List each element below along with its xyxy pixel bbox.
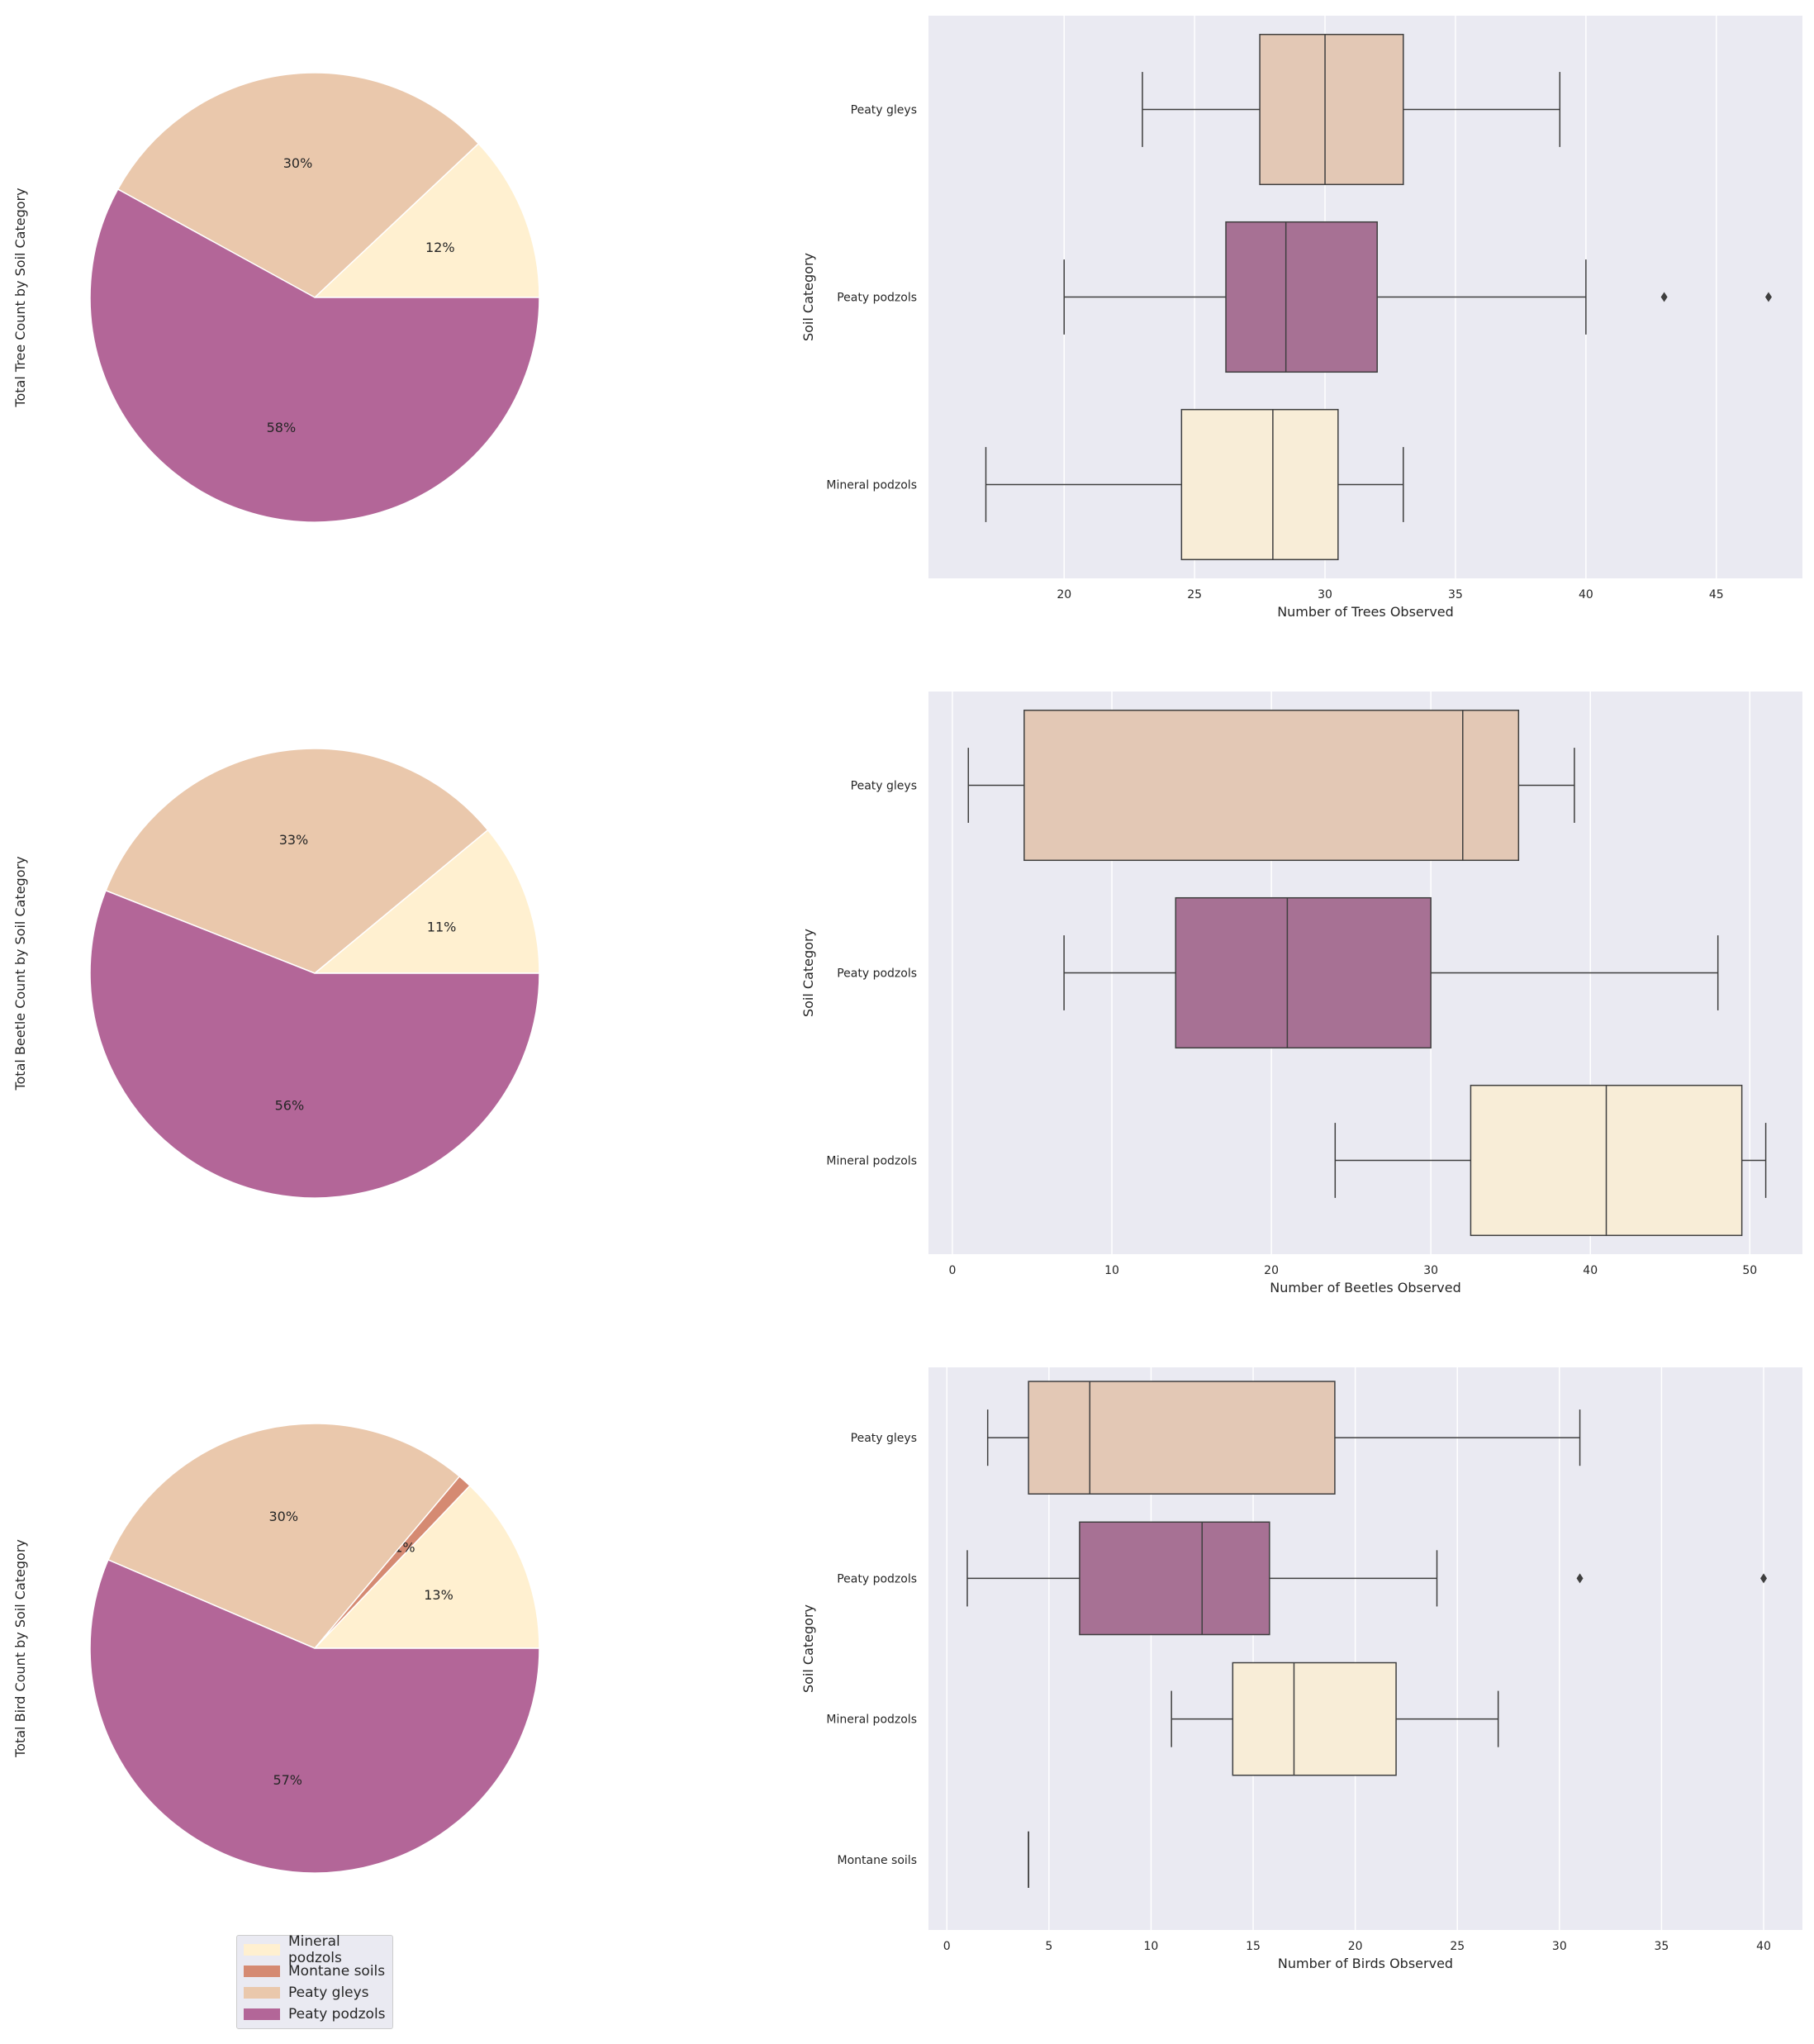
iqr-box xyxy=(1023,709,1520,862)
pie-slice-mineral-podzols xyxy=(312,829,540,974)
box-peaty-gleys xyxy=(1142,33,1561,186)
box-peaty-podzols xyxy=(1063,221,1772,373)
legend-item-peaty-podzols: Peaty podzols xyxy=(244,2004,386,2025)
pie-slice-peaty-podzols xyxy=(89,1559,540,1874)
iqr-box xyxy=(1225,221,1378,373)
legend-label: Montane soils xyxy=(288,1963,386,1980)
y-tick-label: Peaty gleys xyxy=(851,1432,917,1445)
legend-label: Peaty gleys xyxy=(288,1985,369,2001)
x-tick-label: 30 xyxy=(1423,1264,1438,1277)
box-plot-1: 20 25 30 35 40 45 Peaty gleys Peaty podzols Mine… xyxy=(800,16,1802,620)
box-mineral-podzols xyxy=(985,408,1404,561)
pie-pct-label-mineral-podzols: 12% xyxy=(425,240,455,255)
x-tick-label: 30 xyxy=(1552,1940,1567,1953)
pie-ylabel: Total Tree Count by Soil Category xyxy=(12,188,28,407)
box-peaty-podzols xyxy=(966,1521,1768,1636)
x-tick-label: 35 xyxy=(1448,588,1463,601)
box-mineral-podzols xyxy=(1171,1661,1499,1776)
pie-pct-label-peaty-gleys: 33% xyxy=(279,832,309,848)
pie-slice-mineral-podzols xyxy=(313,142,540,298)
pie-slice-peaty-gleys xyxy=(107,1423,461,1649)
pie-pct-label-mineral-podzols: 13% xyxy=(424,1587,454,1603)
iqr-box xyxy=(1259,33,1404,186)
legend-swatch xyxy=(244,2008,280,2020)
x-tick-label: 30 xyxy=(1318,588,1332,601)
outlier-point xyxy=(1760,1573,1768,1584)
pie-chart-3: 13%1%30%57%Total Bird Count by Soil Cate… xyxy=(12,1423,540,1874)
x-tick-label: 20 xyxy=(1348,1940,1363,1953)
x-tick-label: 20 xyxy=(1264,1264,1279,1277)
x-tick-label: 0 xyxy=(943,1940,951,1953)
y-tick-label: Mineral podzols xyxy=(826,1155,917,1168)
y-tick-label: Mineral podzols xyxy=(826,479,917,492)
pie-slice-peaty-podzols xyxy=(89,188,540,523)
y-tick-label: Peaty podzols xyxy=(837,967,917,981)
y-tick-label: Peaty gleys xyxy=(851,780,917,793)
pie-pct-label-peaty-gleys: 30% xyxy=(268,1509,298,1524)
pie-pct-label-peaty-gleys: 30% xyxy=(283,155,313,171)
x-tick-label: 40 xyxy=(1583,1264,1598,1277)
pie-pct-label-peaty-podzols: 56% xyxy=(275,1097,305,1113)
pie-ylabel: Total Bird Count by Soil Category xyxy=(12,1539,28,1758)
pie-slice-peaty-gleys xyxy=(105,748,489,974)
legend-item-montane-soils: Montane soils xyxy=(244,1961,386,1982)
y-tick-label: Peaty podzols xyxy=(837,292,917,305)
box-peaty-podzols xyxy=(1063,896,1719,1049)
x-tick-label: 45 xyxy=(1709,588,1724,601)
pie-ylabel: Total Beetle Count by Soil Category xyxy=(12,856,28,1091)
y-tick-label: Peaty podzols xyxy=(837,1572,917,1585)
x-axis-label: Number of Birds Observed xyxy=(1278,1956,1453,1971)
legend-label: Peaty podzols xyxy=(288,2006,386,2023)
box-mineral-podzols xyxy=(1334,1084,1767,1237)
legend-swatch xyxy=(244,1987,280,1999)
pie-slice-peaty-podzols xyxy=(89,889,540,1199)
x-tick-label: 10 xyxy=(1144,1940,1159,1953)
x-tick-label: 20 xyxy=(1057,588,1071,601)
x-tick-label: 25 xyxy=(1187,588,1202,601)
iqr-box xyxy=(1175,896,1432,1049)
x-tick-label: 15 xyxy=(1246,1940,1261,1953)
x-tick-label: 35 xyxy=(1655,1940,1669,1953)
iqr-box xyxy=(1232,1661,1397,1776)
iqr-box xyxy=(1079,1521,1270,1636)
y-tick-label: Montane soils xyxy=(838,1854,917,1867)
y-axis-label: Soil Category xyxy=(800,1604,816,1693)
pie-chart-1: 12% 30% 58% Total Tree Count by Soil Catego… xyxy=(12,72,540,523)
y-axis-label: Soil Category xyxy=(800,929,816,1017)
x-tick-label: 5 xyxy=(1045,1940,1052,1953)
outlier-point xyxy=(1764,292,1772,302)
iqr-box xyxy=(1180,408,1339,561)
box-peaty-gleys xyxy=(986,1381,1581,1495)
pie-slice-peaty-gleys xyxy=(116,72,480,298)
legend-label: Mineral podzols xyxy=(288,1933,342,1966)
outlier-point xyxy=(1660,292,1668,302)
pie-pct-label-peaty-podzols: 57% xyxy=(273,1772,302,1788)
legend-swatch xyxy=(244,1966,280,1977)
legend-item-mineral-podzols: Mineral podzols xyxy=(244,1933,386,1966)
y-tick-label: Mineral podzols xyxy=(826,1714,917,1727)
iqr-box xyxy=(1028,1381,1336,1495)
x-tick-label: 25 xyxy=(1450,1940,1465,1953)
legend-swatch xyxy=(244,1944,280,1956)
pie-pct-label-peaty-podzols: 58% xyxy=(267,420,297,435)
box-plot-3: 0 5 10 15 20 25 30 35 40 Peaty gleys Peaty podzols… xyxy=(800,1367,1802,1971)
x-axis-label: Number of Beetles Observed xyxy=(1270,1280,1461,1295)
x-tick-label: 10 xyxy=(1104,1264,1119,1277)
box-plot-2: 0 10 20 30 40 50 Peaty gleys Peaty podzols Miner… xyxy=(800,692,1802,1295)
box-peaty-gleys xyxy=(967,709,1575,862)
pie-slice-mineral-podzols xyxy=(313,1485,540,1649)
x-tick-label: 40 xyxy=(1579,588,1593,601)
pie-pct-label-mineral-podzols: 11% xyxy=(427,920,457,935)
legend-item-peaty-gleys: Peaty gleys xyxy=(244,1982,386,2004)
pie-legend: Mineral podzols Montane soils Peaty gley… xyxy=(236,1933,393,2029)
y-axis-label: Soil Category xyxy=(800,253,816,341)
x-tick-label: 40 xyxy=(1756,1940,1771,1953)
y-tick-label: Peaty gleys xyxy=(851,104,917,117)
pie-chart-2: 11% 33% 56% Total Beetle Count by Soil Cate… xyxy=(12,748,540,1199)
x-tick-label: 0 xyxy=(948,1264,956,1277)
x-tick-label: 50 xyxy=(1742,1264,1757,1277)
outlier-point xyxy=(1576,1573,1584,1584)
x-axis-label: Number of Trees Observed xyxy=(1277,604,1454,620)
